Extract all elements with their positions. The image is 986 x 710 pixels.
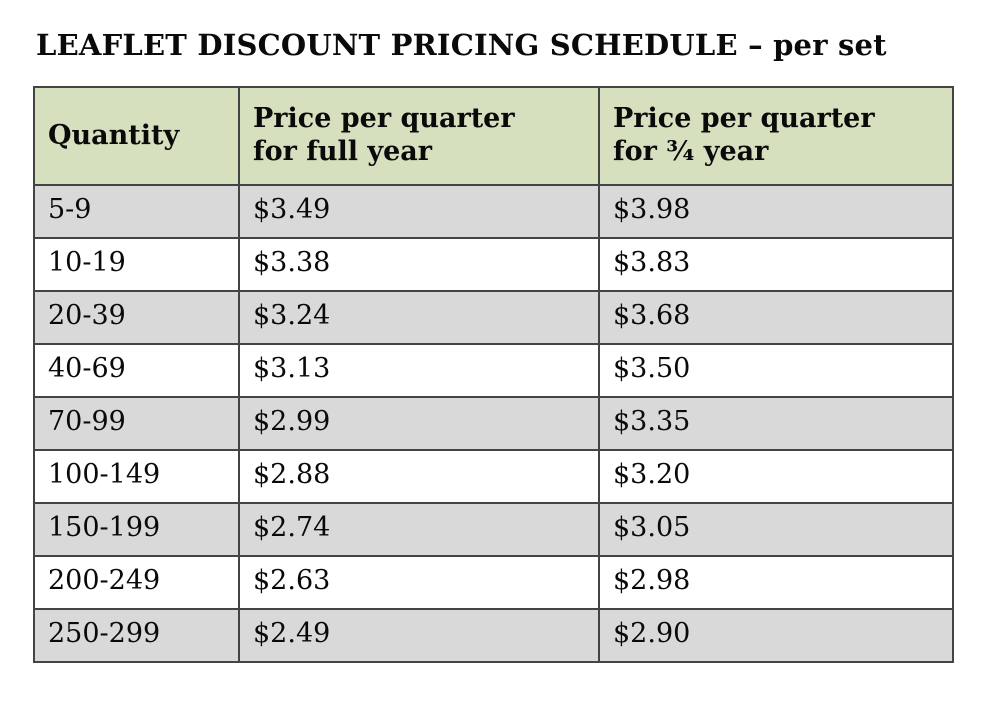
three-quarter-year-price-cell: $3.50	[598, 343, 954, 398]
table-row: 5-9 $3.49 $3.98	[33, 184, 954, 239]
header-three-quarter-line2: for ¾ year	[613, 136, 769, 167]
table-row: 40-69 $3.13 $3.50	[33, 343, 954, 398]
pricing-table: Quantity Price per quarter for full year…	[33, 86, 954, 663]
full-year-price-cell: $2.49	[238, 608, 600, 663]
table-row: 150-199 $2.74 $3.05	[33, 502, 954, 557]
three-quarter-year-price-cell: $2.90	[598, 608, 954, 663]
full-year-price-cell: $2.63	[238, 555, 600, 610]
quantity-cell: 70-99	[33, 396, 240, 451]
quantity-cell: 40-69	[33, 343, 240, 398]
full-year-price-cell: $3.38	[238, 237, 600, 292]
full-year-price-cell: $3.24	[238, 290, 600, 345]
header-three-quarter-year: Price per quarter for ¾ year	[598, 86, 954, 186]
quantity-cell: 250-299	[33, 608, 240, 663]
page-title: LEAFLET DISCOUNT PRICING SCHEDULE – per …	[36, 28, 887, 62]
quantity-cell: 100-149	[33, 449, 240, 504]
three-quarter-year-price-cell: $3.98	[598, 184, 954, 239]
three-quarter-year-price-cell: $3.05	[598, 502, 954, 557]
quantity-cell: 150-199	[33, 502, 240, 557]
table-row: 70-99 $2.99 $3.35	[33, 396, 954, 451]
three-quarter-year-price-cell: $3.20	[598, 449, 954, 504]
table-row: 100-149 $2.88 $3.20	[33, 449, 954, 504]
table-row: 20-39 $3.24 $3.68	[33, 290, 954, 345]
header-quantity: Quantity	[33, 86, 240, 186]
full-year-price-cell: $2.74	[238, 502, 600, 557]
quantity-cell: 200-249	[33, 555, 240, 610]
full-year-price-cell: $2.88	[238, 449, 600, 504]
header-row: Quantity Price per quarter for full year…	[33, 86, 954, 186]
full-year-price-cell: $2.99	[238, 396, 600, 451]
table-row: 200-249 $2.63 $2.98	[33, 555, 954, 610]
quantity-cell: 20-39	[33, 290, 240, 345]
three-quarter-year-price-cell: $2.98	[598, 555, 954, 610]
table-row: 10-19 $3.38 $3.83	[33, 237, 954, 292]
full-year-price-cell: $3.49	[238, 184, 600, 239]
three-quarter-year-price-cell: $3.83	[598, 237, 954, 292]
header-three-quarter-line1: Price per quarter	[613, 103, 875, 134]
table-row: 250-299 $2.49 $2.90	[33, 608, 954, 663]
header-full-year: Price per quarter for full year	[238, 86, 600, 186]
three-quarter-year-price-cell: $3.35	[598, 396, 954, 451]
table-body: 5-9 $3.49 $3.98 10-19 $3.38 $3.83 20-39 …	[33, 184, 954, 663]
quantity-cell: 10-19	[33, 237, 240, 292]
three-quarter-year-price-cell: $3.68	[598, 290, 954, 345]
table-header: Quantity Price per quarter for full year…	[33, 86, 954, 186]
header-full-year-line2: for full year	[253, 136, 432, 167]
header-full-year-line1: Price per quarter	[253, 103, 515, 134]
header-quantity-label: Quantity	[48, 119, 180, 151]
quantity-cell: 5-9	[33, 184, 240, 239]
full-year-price-cell: $3.13	[238, 343, 600, 398]
